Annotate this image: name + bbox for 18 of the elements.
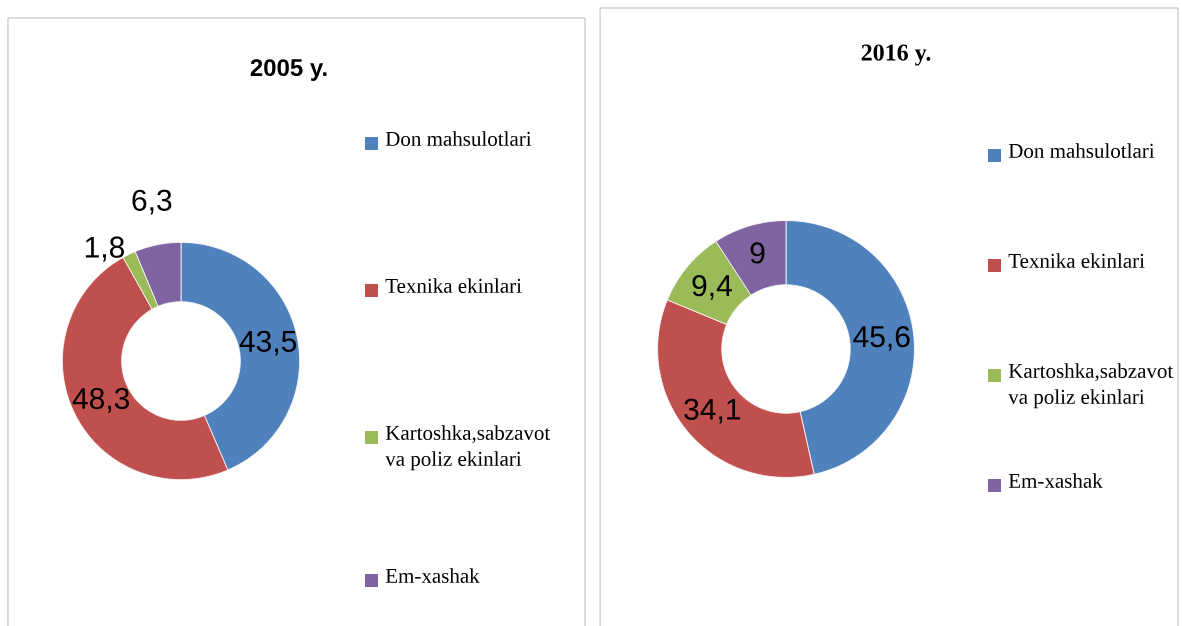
data-label: 45,6 — [853, 325, 910, 351]
legend-label: Em-xashak — [385, 568, 480, 583]
legend-label: Kartoshka,sabzavot va poliz ekinlari — [385, 425, 551, 471]
data-label: 6,3 — [132, 189, 172, 215]
legend-label: Kartoshka,sabzavot va poliz ekinlari — [1008, 363, 1174, 409]
data-label: 48,3 — [72, 387, 130, 413]
legend-label: Em-xashak — [1008, 473, 1103, 488]
chart-title: 2005 y. — [250, 59, 327, 81]
legend-label: Don mahsulotlari — [385, 131, 532, 146]
data-label: 9,4 — [692, 275, 732, 300]
legend-label: Texnika ekinlari — [385, 278, 522, 293]
data-label: 9 — [750, 242, 765, 264]
chart-title: 2016 y. — [861, 44, 931, 66]
legend-label: Texnika ekinlari — [1008, 253, 1145, 268]
data-label: 34,1 — [684, 398, 741, 424]
data-label: 43,5 — [239, 330, 297, 356]
legend-label: Don mahsulotlari — [1008, 143, 1155, 158]
data-label: 1,8 — [85, 236, 125, 262]
